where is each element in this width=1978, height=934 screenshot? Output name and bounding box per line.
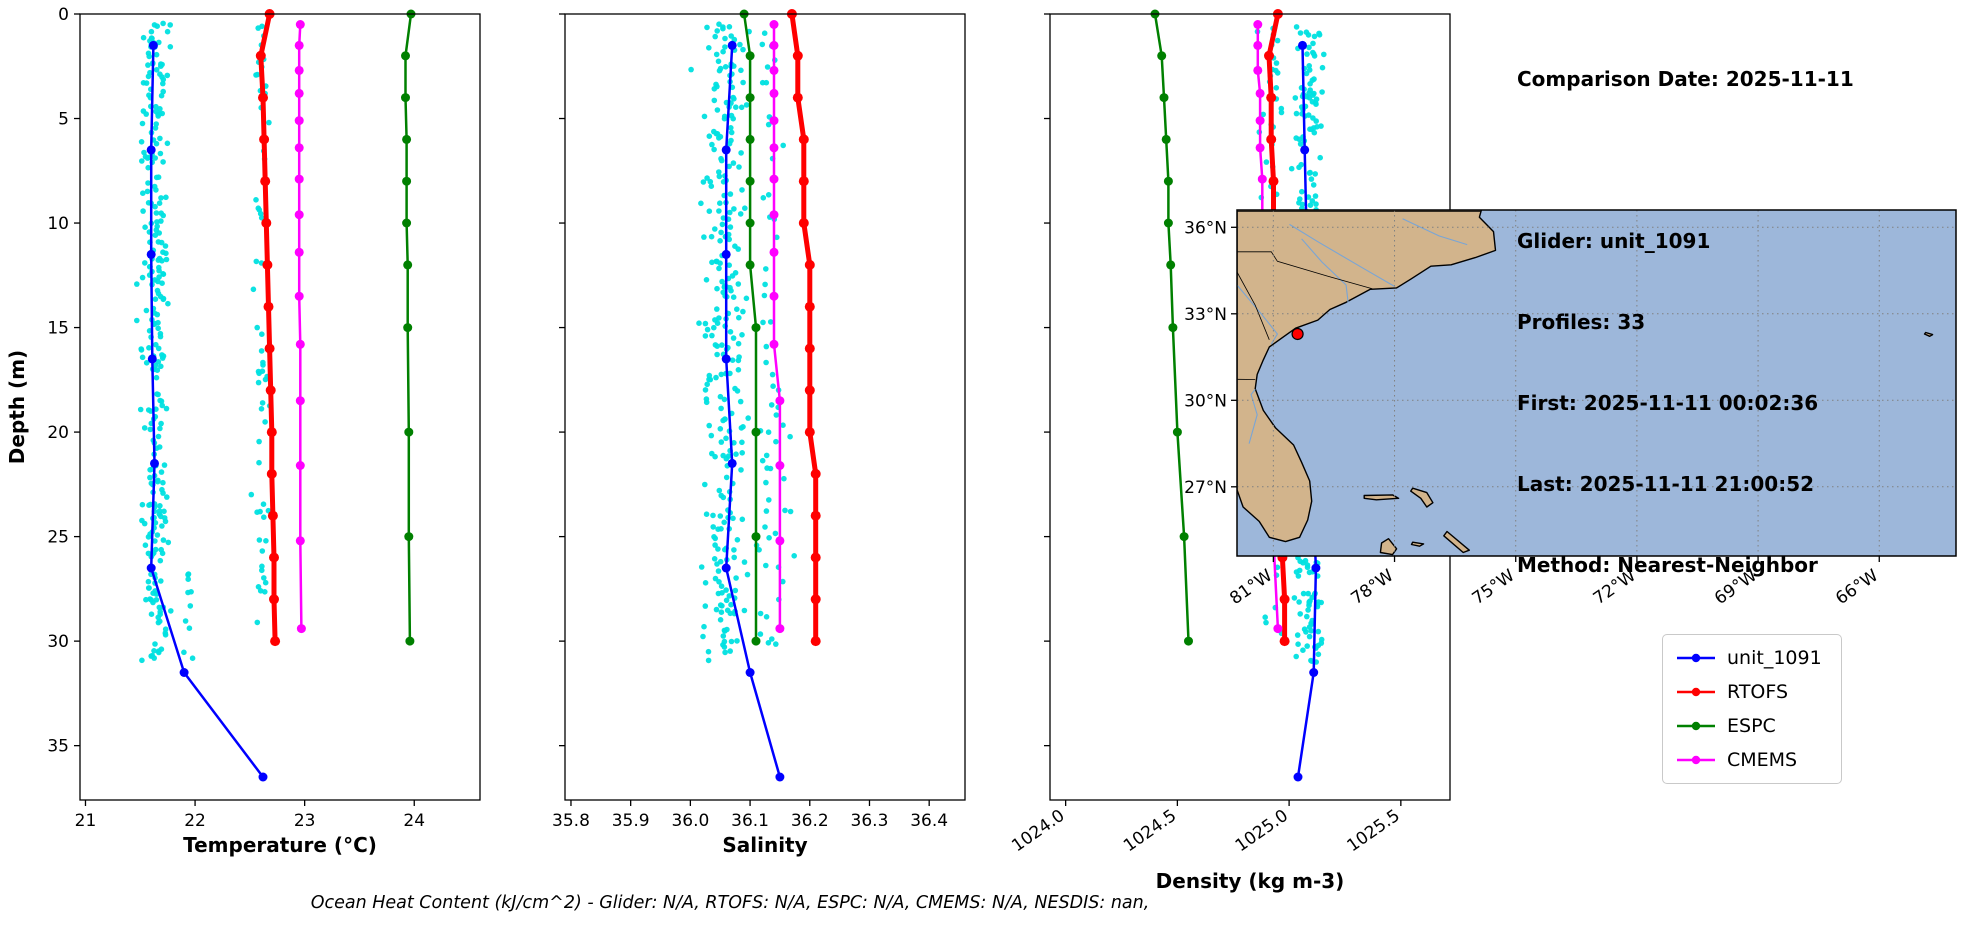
info-block: Comparison Date: 2025-11-11 Glider: unit… (1517, 12, 1854, 633)
y-tick-label: 0 (58, 5, 69, 25)
map-river (1402, 218, 1468, 246)
y-tick-label: 35 (47, 737, 69, 757)
panel-salinity: 35.8 35.9 36.0 36.1 36.2 36.3 36.4 Salinity (552, 9, 966, 857)
scatter-glider-raw-main (134, 20, 174, 664)
markers-ESPC (1150, 9, 1193, 646)
map-land-mainland (1237, 210, 1497, 543)
map-lat-label: 30°N (1184, 391, 1227, 411)
legend-label: ESPC (1727, 715, 1776, 737)
map-river (1301, 238, 1349, 303)
y-tick-label: 5 (58, 110, 69, 130)
profiles-count: Profiles: 33 (1517, 310, 1646, 334)
x-tick-label: 1025.0 (1232, 806, 1292, 857)
x-tick-label: 36.1 (731, 811, 769, 831)
legend-item-ESPC: ESPC (1675, 715, 1823, 737)
method: Method: Nearest-Neighbor (1517, 553, 1818, 577)
markers-unit_1091 (146, 40, 268, 782)
map-land-andros (1379, 538, 1398, 556)
line-RTOFS (789, 11, 819, 644)
legend-label: CMEMS (1727, 749, 1798, 771)
x-axis-label: Temperature (°C) (183, 833, 377, 857)
map-land-grand-bahama (1363, 494, 1400, 501)
y-axis-label: Depth (m) (5, 350, 29, 464)
comparison-date: Comparison Date: 2025-11-11 (1517, 67, 1854, 91)
axes-frame (564, 13, 966, 801)
x-tick-label: 1024.5 (1120, 806, 1180, 857)
map-lat-label: 33°N (1184, 305, 1227, 325)
map-land-abaco (1410, 487, 1434, 508)
x-axis-label: Salinity (722, 833, 807, 857)
x-tick-label: 24 (403, 811, 425, 831)
x-tick-label: 36.2 (791, 811, 829, 831)
legend-item-CMEMS: CMEMS (1675, 749, 1823, 771)
y-tick-label: 15 (47, 319, 69, 339)
legend-swatch-icon (1677, 755, 1715, 765)
legend-swatch-icon (1677, 687, 1715, 697)
y-tick-label: 20 (47, 423, 69, 443)
y-tick-label: 25 (47, 528, 69, 548)
map-land-new-providence (1410, 541, 1425, 547)
x-tick-label: 35.8 (552, 811, 590, 831)
map-state-border (1237, 271, 1270, 340)
y-tick-label: 30 (47, 632, 69, 652)
scatter-glider-raw-transition (181, 571, 196, 661)
map-lon-label: 78°W (1347, 566, 1397, 609)
x-tick-label: 21 (75, 811, 97, 831)
panel-temperature: 21 22 23 24 0 5 10 15 20 25 30 35 Temperature (°C) De… (5, 5, 481, 857)
map-river (1289, 223, 1395, 287)
y-tick-label: 10 (47, 214, 69, 234)
map-frame (1236, 209, 1957, 557)
glider-position-marker (1291, 327, 1304, 341)
map-lat-label: 36°N (1184, 218, 1227, 238)
line-unit_1091 (149, 44, 265, 779)
last-profile-time: Last: 2025-11-11 21:00:52 (1517, 472, 1815, 496)
legend-item-RTOFS: RTOFS (1675, 681, 1823, 703)
line-RTOFS (258, 11, 278, 644)
markers-ESPC (739, 9, 761, 646)
x-axis-label: Density (kg m-3) (1156, 869, 1345, 893)
x-tick-label: 1025.5 (1344, 806, 1404, 857)
map-river (1237, 284, 1279, 345)
legend-item-unit_1091: unit_1091 (1675, 647, 1823, 669)
map-state-border (1237, 251, 1373, 290)
glider-name: Glider: unit_1091 (1517, 229, 1711, 253)
markers-RTOFS (255, 9, 281, 647)
markers-RTOFS (786, 9, 821, 647)
x-tick-label: 1024.0 (1008, 806, 1068, 857)
first-profile-time: First: 2025-11-11 00:02:36 (1517, 391, 1819, 415)
map-river (1248, 388, 1258, 444)
legend: unit_1091 RTOFS ESPC CMEMS (1662, 634, 1842, 784)
scatter-glider-raw-main (688, 21, 752, 664)
x-tick-label: 36.3 (851, 811, 889, 831)
legend-swatch-icon (1677, 653, 1715, 663)
line-unit_1091 (724, 44, 782, 779)
axes-frame (79, 13, 481, 801)
x-tick-label: 35.9 (612, 811, 650, 831)
legend-label: RTOFS (1727, 681, 1789, 703)
markers-unit_1091 (721, 40, 785, 782)
info-spacer (1517, 147, 1854, 174)
x-tick-label: 36.0 (671, 811, 709, 831)
x-tick-label: 23 (294, 811, 316, 831)
ocean-heat-content-caption: Ocean Heat Content (kJ/cm^2) - Glider: N… (310, 893, 1150, 913)
map-land-eleuthera (1443, 530, 1470, 554)
markers-CMEMS (294, 20, 306, 634)
markers-CMEMS (769, 20, 785, 634)
map-land-bermuda (1923, 331, 1934, 337)
x-tick-label: 22 (184, 811, 206, 831)
legend-swatch-icon (1677, 721, 1715, 731)
map-lat-label: 27°N (1184, 478, 1227, 498)
map-lon-label: 75°W (1469, 566, 1519, 609)
x-tick-label: 36.4 (910, 811, 948, 831)
legend-label: unit_1091 (1727, 647, 1822, 669)
map-lon-label: 81°W (1226, 566, 1276, 609)
